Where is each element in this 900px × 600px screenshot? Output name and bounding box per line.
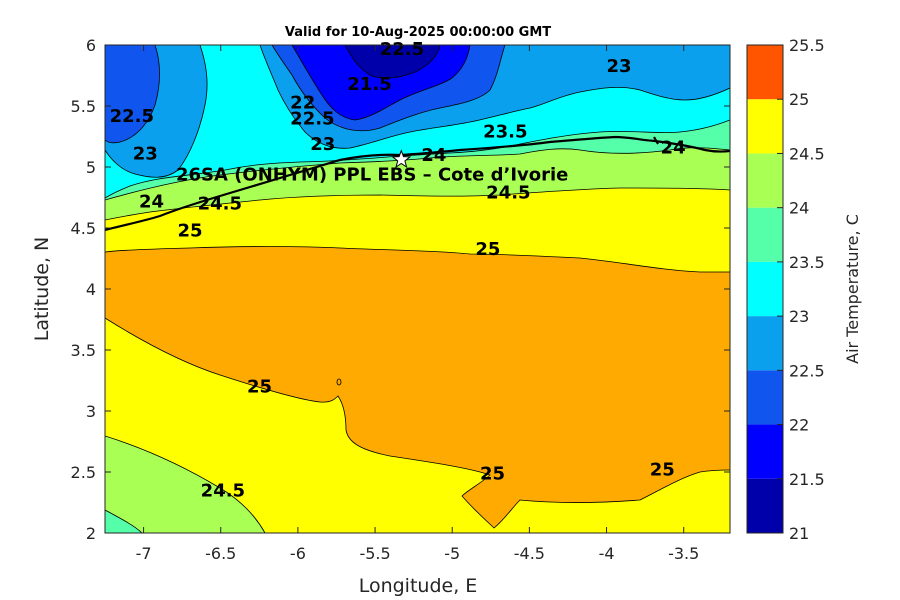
contour-lines	[105, 45, 730, 533]
temperature-field	[105, 45, 730, 533]
colorbar-band	[747, 261, 783, 317]
x-tick-label: -5	[444, 544, 460, 563]
y-tick-label: 5.5	[71, 97, 96, 116]
site-star-icon	[391, 149, 412, 169]
colorbar-tick-label: 25	[789, 90, 809, 109]
colorbar-tick-label: 22	[789, 416, 809, 435]
colorbar-band	[747, 45, 783, 100]
contour-label: 24	[139, 191, 164, 212]
y-tick-label: 3	[86, 402, 96, 421]
x-tick-label: -5.5	[359, 544, 390, 563]
contour-label: 22	[290, 92, 315, 113]
x-tick-label: -6	[290, 544, 306, 563]
contour-label: 23	[607, 56, 632, 77]
band-22-west	[105, 45, 160, 143]
y-tick-label: 5	[86, 158, 96, 177]
contour-label: 24.5	[486, 183, 530, 204]
contour-label: 25	[480, 463, 505, 484]
colorbar-tick-label: 25.5	[789, 36, 825, 55]
colorbar-band	[747, 424, 783, 479]
colorbar-band	[747, 316, 783, 371]
y-tick-label: 3.5	[71, 341, 96, 360]
colorbar-tick-label: 24.5	[789, 144, 825, 163]
y-axis-title: Latitude, N	[31, 237, 53, 342]
contour-label: 23.5	[483, 122, 527, 143]
contour-label: 25	[178, 221, 203, 242]
contour-label: 24	[661, 138, 686, 159]
colorbar-tick-label: 24	[789, 199, 809, 218]
colorbar-band	[747, 370, 783, 425]
colorbar-band	[747, 207, 783, 262]
colorbar: 25.5 25 24.5 24 23.5 23 22.5 22 21.5 21	[746, 36, 825, 543]
contour-label: 25	[475, 239, 500, 260]
x-tick-label: -3.5	[668, 544, 699, 563]
contour-label: 22.5	[290, 108, 334, 129]
contour-label: 21.5	[347, 74, 391, 95]
colorbar-tick-label: 22.5	[789, 361, 825, 380]
plot-title: Valid for 10-Aug-2025 00:00:00 GMT	[285, 25, 551, 40]
y-tick-label: 6	[86, 36, 96, 55]
contour-label: 25	[650, 460, 675, 481]
contour-label: 24.5	[201, 480, 245, 501]
colorbar-title: Air Temperature, C	[843, 214, 862, 364]
y-tick-label: 4.5	[71, 219, 96, 238]
x-tick-label: -7	[136, 544, 152, 563]
contour-label: 23	[310, 134, 335, 155]
x-tick-label: -4.5	[514, 544, 545, 563]
contour-label: 25	[247, 377, 272, 398]
colorbar-tick-label: 21.5	[789, 470, 825, 489]
colorbar-tick-label: 21	[789, 524, 809, 543]
y-tick-label: 4	[86, 280, 96, 299]
band-24-southwest	[105, 436, 265, 533]
contour-label: 22.5	[380, 39, 424, 60]
contour-label: 22.5	[110, 106, 154, 127]
colorbar-frame	[746, 44, 784, 534]
y-tick-label: 2.5	[71, 463, 96, 482]
colorbar-band	[747, 153, 783, 208]
colorbar-band	[747, 99, 783, 154]
x-tick-label: -4	[599, 544, 615, 563]
coastline-inlet	[653, 136, 659, 145]
band-23-5-corner	[105, 510, 142, 533]
x-axis-title: Longitude, E	[359, 575, 478, 597]
x-axis: -7 -6.5 -6 -5.5 -5 -4.5 -4 -3.5	[136, 45, 699, 563]
colorbar-tick-label: 23.5	[789, 253, 825, 272]
colorbar-band	[747, 478, 783, 533]
colorbar-tick-label: 23	[789, 307, 809, 326]
x-tick-label: -6.5	[205, 544, 236, 563]
site-label: 26SA (ONHYM) PPL EBS – Cote d’Ivorie	[176, 165, 568, 186]
band-24-5-south	[105, 318, 730, 533]
contour-label: 24	[421, 145, 446, 166]
site-marker: 26SA (ONHYM) PPL EBS – Cote d’Ivorie	[176, 149, 568, 186]
y-axis: 6 5.5 5 4.5 4 3.5 3 2.5 2	[71, 36, 730, 543]
contour-label: 23	[133, 144, 158, 165]
contour-label: 24.5	[198, 194, 242, 215]
band-21	[345, 45, 440, 79]
y-tick-label: 2	[86, 524, 96, 543]
